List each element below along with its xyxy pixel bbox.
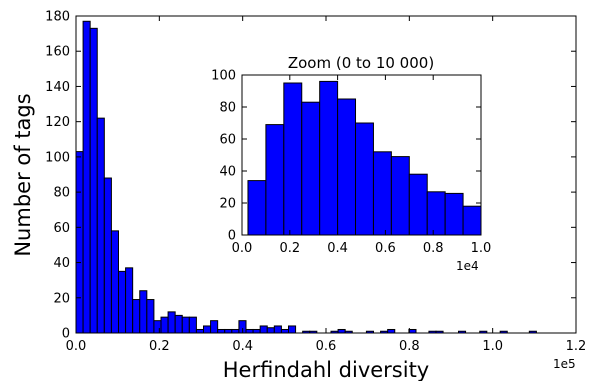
main-x-tick-label: 0.6 [316, 339, 337, 354]
inset-x-tick-label: 1.0 [471, 241, 492, 256]
main-bar [160, 316, 169, 334]
main-x-tick-label: 1.0 [482, 339, 503, 354]
main-x-axis-title: Herfindahl diversity [223, 358, 429, 381]
main-bar [245, 328, 254, 334]
main-bar [252, 328, 261, 334]
inset-y-tick-label: 60 [219, 133, 236, 148]
inset-bar [390, 156, 410, 236]
main-bar [224, 328, 233, 334]
inset-bar [283, 82, 303, 236]
inset-y-tick-label: 20 [219, 197, 236, 212]
inset-bar [355, 122, 374, 236]
main-y-tick-label: 60 [53, 221, 70, 236]
main-bar [188, 316, 197, 334]
inset-y-tick-label: 80 [219, 101, 236, 116]
main-bar [110, 230, 119, 334]
main-bar [118, 270, 127, 334]
inset-bar [372, 151, 392, 236]
main-y-tick-label: 0 [62, 327, 70, 342]
main-bar [139, 290, 148, 334]
main-bar [195, 328, 204, 334]
main-chart: 0.0 0.2 0.4 0.6 0.8 1.0 1.2 0 20 40 60 80 100 120 140… [11, 10, 586, 381]
inset-bar [337, 98, 357, 236]
inset-bar [247, 180, 267, 236]
main-bar [103, 177, 112, 334]
main-x-tick-label: 0.2 [149, 339, 170, 354]
main-bar [387, 328, 396, 334]
main-bar [125, 267, 134, 334]
main-bar [75, 151, 84, 334]
main-bar [146, 299, 155, 334]
main-x-ticks: 0.0 0.2 0.4 0.6 0.8 1.0 1.2 [66, 16, 587, 354]
main-y-tick-label: 140 [45, 80, 70, 95]
main-bar [82, 20, 91, 334]
main-y-tick-label: 180 [45, 10, 70, 25]
inset-title: Zoom (0 to 10 000) [288, 54, 434, 72]
main-x-exponent: 1e5 [553, 357, 576, 371]
inset-bars [247, 80, 482, 236]
main-bars [75, 20, 537, 334]
main-x-tick-label: 0.4 [232, 339, 253, 354]
main-bar [89, 27, 98, 334]
main-bar [132, 299, 141, 334]
main-bar [217, 328, 226, 334]
main-bar [210, 320, 219, 334]
inset-x-tick-label: 0.6 [375, 241, 396, 256]
main-y-axis-title: Number of tags [11, 93, 35, 256]
inset-y-ticks: 0 20 40 60 80 100 [211, 69, 481, 244]
main-y-tick-label: 40 [53, 256, 70, 271]
inset-y-tick-label: 100 [211, 69, 236, 84]
main-bar [273, 325, 282, 334]
inset-chart: 0.0 0.2 0.4 0.6 0.8 1.0 0 20 40 60 80 100 Zoom (0 … [211, 54, 491, 273]
main-y-tick-label: 160 [45, 45, 70, 60]
inset-x-ticks: 0.0 0.2 0.4 0.6 0.8 1.0 [232, 75, 492, 256]
main-y-tick-label: 80 [53, 186, 70, 201]
inset-x-tick-label: 0.4 [327, 241, 348, 256]
main-bar [96, 117, 105, 334]
main-bar [174, 314, 183, 334]
main-y-ticks: 0 20 40 60 80 100 120 140 160 180 [45, 10, 576, 342]
inset-y-tick-label: 40 [219, 165, 236, 180]
inset-bar [462, 205, 482, 236]
inset-x-tick-label: 0.2 [279, 241, 300, 256]
main-bar [231, 328, 240, 334]
main-bar [337, 328, 346, 334]
main-bar [181, 316, 190, 334]
main-bar [153, 320, 162, 334]
inset-bar [408, 173, 428, 236]
main-x-tick-label: 1.2 [566, 339, 587, 354]
main-bar [203, 325, 212, 334]
inset-y-tick-label: 0 [228, 229, 236, 244]
main-x-tick-label: 0.8 [399, 339, 420, 354]
main-bar [259, 325, 268, 334]
inset-x-tick-label: 0.0 [232, 241, 253, 256]
inset-plot-frame [241, 74, 482, 236]
main-bar [288, 325, 297, 334]
main-bar [167, 311, 176, 334]
main-y-tick-label: 100 [45, 150, 70, 165]
main-bar [408, 328, 417, 334]
inset-bar [301, 101, 321, 236]
main-y-tick-label: 120 [45, 115, 70, 130]
main-bar [280, 328, 290, 334]
inset-x-tick-label: 0.8 [423, 241, 444, 256]
inset-bar [265, 124, 285, 236]
main-y-tick-label: 20 [53, 291, 70, 306]
main-bar [266, 327, 275, 334]
inset-bar [319, 80, 339, 236]
inset-bar [426, 191, 446, 236]
inset-bar [444, 192, 464, 236]
main-x-tick-label: 0.0 [66, 339, 87, 354]
inset-x-exponent: 1e4 [456, 259, 479, 273]
